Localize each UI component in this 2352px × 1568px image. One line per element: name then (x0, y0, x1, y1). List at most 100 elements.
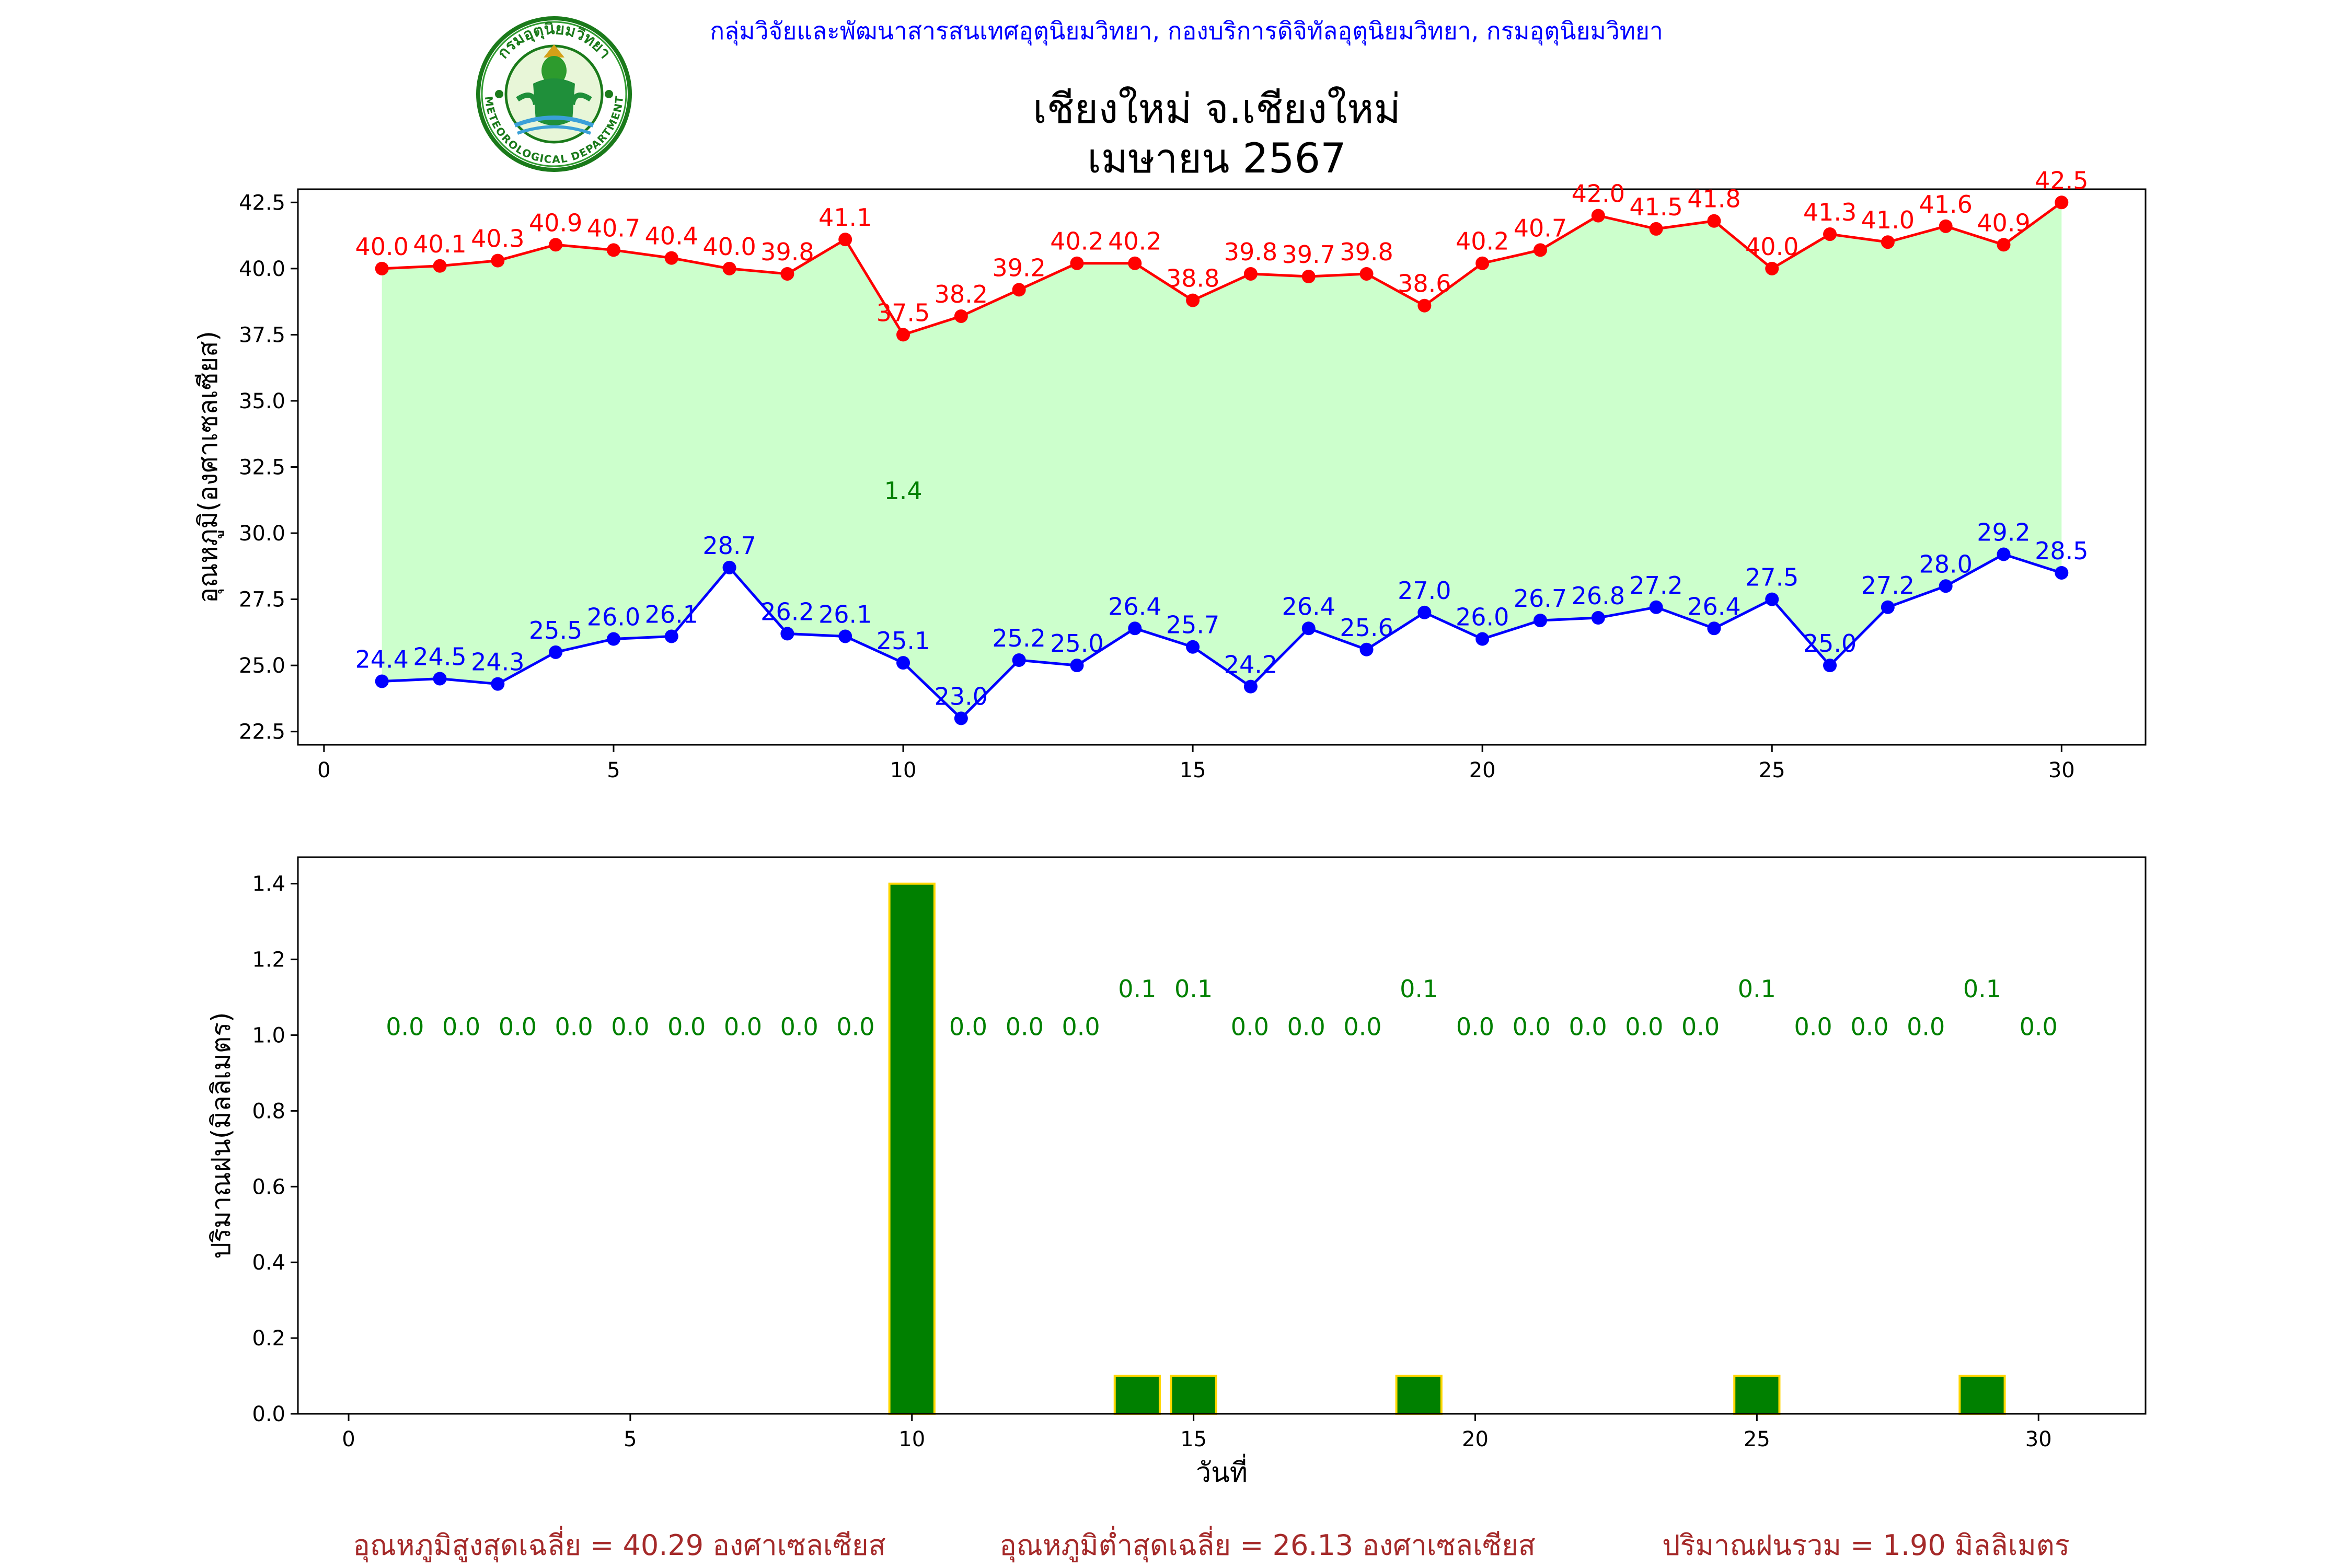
tmax-point (1070, 256, 1084, 270)
tmin-data-label: 28.5 (2035, 537, 2088, 565)
tmax-point (1649, 222, 1663, 236)
tmax-data-label: 40.0 (1745, 233, 1798, 261)
tmax-data-label: 40.1 (413, 230, 466, 258)
tmax-data-label: 42.0 (1572, 180, 1625, 208)
tmin-point (1301, 621, 1316, 636)
x-tick-label: 25 (1744, 1427, 1770, 1451)
x-tick-label: 15 (1180, 1427, 1207, 1451)
tmin-point (1765, 592, 1779, 606)
tmin-point (780, 627, 794, 641)
y-tick-label: 0.2 (252, 1327, 285, 1351)
y-tick-label: 0.6 (252, 1175, 285, 1199)
rain-bar (888, 882, 936, 1415)
tmax-point (780, 267, 794, 281)
tmin-data-label: 26.4 (1687, 592, 1740, 620)
chart-title-line1: เชียงใหม่ จ.เชียงใหม่ (1033, 86, 1401, 133)
rain-data-label: 0.0 (499, 1013, 537, 1041)
tmax-point (375, 261, 389, 275)
tmax-point (1765, 261, 1779, 275)
rain-bar (1395, 1375, 1443, 1415)
tmax-point (491, 253, 505, 268)
tmin-series-line (382, 552, 2062, 720)
tmax-data-label: 40.9 (529, 209, 582, 237)
x-tick-label: 10 (890, 758, 917, 782)
tmax-data-label: 41.8 (1687, 185, 1740, 213)
tmin-data-label: 23.0 (935, 682, 988, 710)
x-tick-label: 0 (317, 758, 330, 782)
rain-data-label: 0.0 (1513, 1013, 1551, 1041)
tmin-point (1997, 547, 2011, 561)
tmax-data-label: 39.8 (1224, 238, 1277, 266)
rain-data-label: 0.1 (1174, 975, 1213, 1003)
tmax-data-label: 38.2 (935, 280, 988, 308)
x-tick-label: 20 (1462, 1427, 1489, 1451)
tmax-point (1707, 214, 1721, 228)
x-tick-label: 5 (624, 1427, 637, 1451)
tmin-data-label: 25.6 (1340, 614, 1393, 642)
x-tick-label: 0 (342, 1427, 355, 1451)
tmax-point (1359, 267, 1374, 281)
y-tick-label: 1.0 (252, 1024, 285, 1048)
tmax-data-label: 42.5 (2035, 166, 2088, 194)
tmin-point (1475, 632, 1490, 646)
y-tick-label: 32.5 (239, 456, 285, 480)
tmin-point (433, 672, 447, 686)
rain-data-label: 0.1 (1738, 975, 1776, 1003)
tmax-data-label: 38.8 (1166, 264, 1219, 293)
tmax-point (1997, 238, 2011, 252)
tmin-point (1881, 600, 1895, 614)
tmin-point (1186, 640, 1200, 654)
tmax-series-line (382, 201, 2062, 337)
y-tick-label: 25.0 (239, 654, 285, 678)
tmax-point (1823, 227, 1837, 241)
tmin-point (1939, 579, 1953, 593)
y-tick-label: 40.0 (239, 257, 285, 281)
y-tick-label: 1.2 (252, 948, 285, 972)
tmin-data-label: 28.0 (1919, 550, 1972, 578)
tmin-data-label: 25.0 (1803, 629, 1857, 658)
tmax-data-label: 38.6 (1398, 270, 1451, 298)
y-tick-label: 30.0 (239, 522, 285, 546)
tmax-data-label: 41.6 (1919, 190, 1972, 218)
tmin-point (549, 645, 563, 659)
temperature-y-axis-label: อุณหภูมิ(องศาเซลเซียส) (193, 331, 224, 603)
tmax-data-label: 40.2 (1456, 227, 1509, 256)
tmin-point (1591, 611, 1605, 625)
tmin-point (1359, 642, 1374, 656)
rain-data-label: 0.0 (780, 1013, 818, 1041)
tmax-data-label: 41.3 (1803, 198, 1857, 226)
tmin-point (722, 560, 736, 574)
rain-data-label: 0.0 (1681, 1013, 1720, 1041)
tmin-point (1243, 679, 1258, 694)
y-tick-label: 42.5 (239, 191, 285, 215)
tmax-data-label: 37.5 (877, 298, 930, 327)
rain-data-label: 0.0 (611, 1013, 649, 1041)
tmax-point (1591, 209, 1605, 223)
summary-tmax-avg: อุณหภูมิสูงสุดเฉลี่ย = 40.29 องศาเซลเซีย… (353, 1526, 885, 1563)
summary-rain-total: ปริมาณฝนรวม = 1.90 มิลลิเมตร (1662, 1529, 2070, 1562)
tmax-point (1012, 283, 1026, 297)
rainfall-axes-frame (297, 856, 2147, 1415)
rainfall-panel: 0.0 0.0 0.0 0.0 0.0 0.0 0.0 0.0 0.0 0.0 0.0 0.0 0.1 0… (206, 856, 2147, 1489)
tmin-point (2055, 566, 2069, 580)
x-tick-label: 5 (607, 758, 620, 782)
rainfall-axes-background (298, 857, 2146, 1414)
tmin-data-label: 26.0 (587, 603, 640, 631)
tmin-point (664, 629, 678, 643)
tmin-point (491, 677, 505, 691)
rain-annotation-label: 1.4 (884, 477, 922, 505)
x-tick-label: 20 (1469, 758, 1496, 782)
y-tick-label: 35.0 (239, 389, 285, 413)
tmax-point (1475, 256, 1490, 270)
tmax-data-label: 40.0 (702, 233, 756, 261)
rain-data-label: 0.0 (1006, 1013, 1044, 1041)
tmax-data-label: 40.2 (1108, 227, 1161, 256)
tmin-data-label: 25.1 (877, 627, 930, 655)
tmin-point (954, 711, 968, 725)
x-tick-label: 25 (1759, 758, 1785, 782)
tmin-point (1012, 653, 1026, 667)
tmin-data-label: 26.0 (1456, 603, 1509, 631)
rain-data-label: 0.0 (1850, 1013, 1888, 1041)
tmax-point (433, 259, 447, 273)
chart-title-line2: เมษายน 2567 (1087, 135, 1346, 182)
